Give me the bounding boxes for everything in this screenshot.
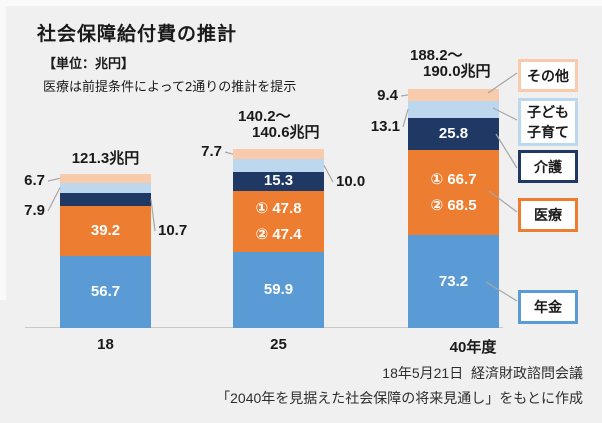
callout-other-bar2: 9.4: [377, 87, 398, 104]
source-line-2: 「2040年を見据えた社会保障の将来見通し」をもとに作成: [216, 390, 583, 406]
total-line: 140.6兆円: [252, 124, 320, 141]
page-title: 社会保障給付費の推計: [37, 24, 238, 45]
segment-child-rearing-bar1: [233, 159, 324, 172]
segment-medical-bar1: ① 47.8 ② 47.4: [233, 191, 324, 252]
segment-child-rearing-bar0: [60, 182, 151, 193]
legend-item-child-rearing: 子ども 子育て: [518, 98, 578, 146]
total-line: 188.2～: [410, 47, 463, 64]
segment-child-rearing-bar2: [408, 100, 499, 118]
segment-pension-bar1: 59.9: [233, 251, 324, 328]
callout-other-bar0: 6.7: [24, 172, 45, 189]
segment-other-bar2: [408, 88, 499, 101]
segment-value-label: 15.3: [263, 172, 294, 190]
segment-value-label: 39.2: [90, 222, 121, 240]
segment-value-label: ② 47.4: [255, 225, 302, 243]
total-line: 121.3兆円: [71, 150, 140, 167]
legend-item-nursing-care: 介護: [518, 150, 578, 183]
segment-medical-bar2: ① 66.7 ② 68.5: [408, 150, 499, 236]
legend-item-medical: 医療: [518, 198, 578, 232]
page-edge-highlight-top: [0, 0, 602, 6]
segment-value-label: ② 68.5: [430, 196, 477, 214]
legend-label: 子ども: [527, 104, 569, 120]
segment-pension-bar0: 56.7: [60, 255, 151, 328]
callout-child-rearing-bar0: 7.9: [24, 202, 45, 219]
legend-label: 医療: [534, 207, 562, 223]
callout-nursing-care-bar0: 10.7: [158, 222, 188, 239]
unit-label: 【単位：兆円】: [43, 56, 135, 71]
segment-other-bar0: [60, 174, 151, 183]
x-axis-label-1: 25: [270, 336, 287, 353]
x-axis-label-0: 18: [97, 336, 114, 353]
callout-child-rearing-bar1: 10.0: [336, 173, 366, 190]
total-line: 190.0兆円: [423, 63, 491, 80]
legend-label: 子育て: [527, 124, 569, 140]
segment-value-label: ① 66.7: [430, 170, 477, 188]
segment-value-label: ① 47.8: [255, 199, 302, 217]
segment-other-bar1: [233, 149, 324, 160]
segment-pension-bar2: 73.2: [408, 235, 499, 328]
legend-label: その他: [527, 67, 569, 84]
segment-nursing-care-bar0: [60, 192, 151, 207]
total-label-bar2: 188.2～ 190.0兆円: [410, 48, 491, 80]
page-edge-highlight-left: [0, 0, 6, 300]
legend-label: 年金: [534, 299, 562, 315]
total-line: 140.2～: [238, 108, 291, 125]
segment-value-label: 56.7: [90, 282, 121, 300]
callout-other-bar1: 7.7: [201, 143, 222, 160]
segment-nursing-care-bar2: 25.8: [408, 117, 499, 151]
segment-value-label: 59.9: [263, 280, 294, 298]
source-line-1: 18年5月21日 経済財政諮問会議: [382, 365, 583, 381]
callout-child-rearing-bar2: 13.1: [370, 118, 400, 135]
chart-note: 医療は前提条件によって2通りの推計を提示: [43, 79, 297, 94]
legend-label: 介護: [534, 158, 562, 175]
segment-medical-bar0: 39.2: [60, 206, 151, 256]
legend-item-other: その他: [518, 59, 578, 92]
total-label-bar1: 140.2～ 140.6兆円: [238, 109, 320, 141]
legend-item-pension: 年金: [518, 290, 578, 324]
segment-value-label: 25.8: [438, 124, 469, 142]
source-attribution: 18年5月21日 経済財政諮問会議 「2040年を見据えた社会保障の将来見通し」…: [216, 361, 583, 411]
segment-nursing-care-bar1: 15.3: [233, 171, 324, 192]
total-label-bar0: 121.3兆円: [60, 151, 151, 167]
segment-value-label: 73.2: [438, 272, 469, 290]
x-axis-label-2: 40年度: [449, 339, 497, 356]
